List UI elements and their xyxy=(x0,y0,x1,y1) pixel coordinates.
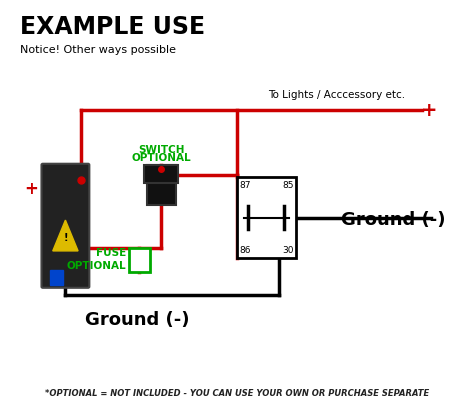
Text: FUSE: FUSE xyxy=(96,248,127,259)
Bar xyxy=(50,270,63,284)
Text: SWITCH: SWITCH xyxy=(138,145,184,155)
Text: +: + xyxy=(25,180,38,198)
Text: Ground (-): Ground (-) xyxy=(341,211,446,229)
Text: +: + xyxy=(420,101,437,120)
Text: !: ! xyxy=(63,233,68,242)
Text: OPTIONAL: OPTIONAL xyxy=(132,153,191,163)
Text: Ground (-): Ground (-) xyxy=(85,311,190,329)
Text: 85: 85 xyxy=(282,181,293,190)
Polygon shape xyxy=(53,220,78,251)
Bar xyxy=(237,177,296,258)
Bar xyxy=(145,165,178,183)
Text: *OPTIONAL = NOT INCLUDED - YOU CAN USE YOUR OWN OR PURCHASE SEPARATE: *OPTIONAL = NOT INCLUDED - YOU CAN USE Y… xyxy=(45,389,429,398)
Text: To Lights / Acccessory etc.: To Lights / Acccessory etc. xyxy=(268,90,405,100)
Text: EXAMPLE USE: EXAMPLE USE xyxy=(20,15,205,39)
Text: 87: 87 xyxy=(239,181,251,190)
Text: 30: 30 xyxy=(282,246,293,255)
Text: OPTIONAL: OPTIONAL xyxy=(67,261,127,270)
FancyBboxPatch shape xyxy=(42,164,89,288)
Text: Notice! Other ways possible: Notice! Other ways possible xyxy=(20,45,176,55)
Text: 86: 86 xyxy=(239,246,251,255)
Bar xyxy=(146,165,176,206)
Bar xyxy=(128,248,150,272)
